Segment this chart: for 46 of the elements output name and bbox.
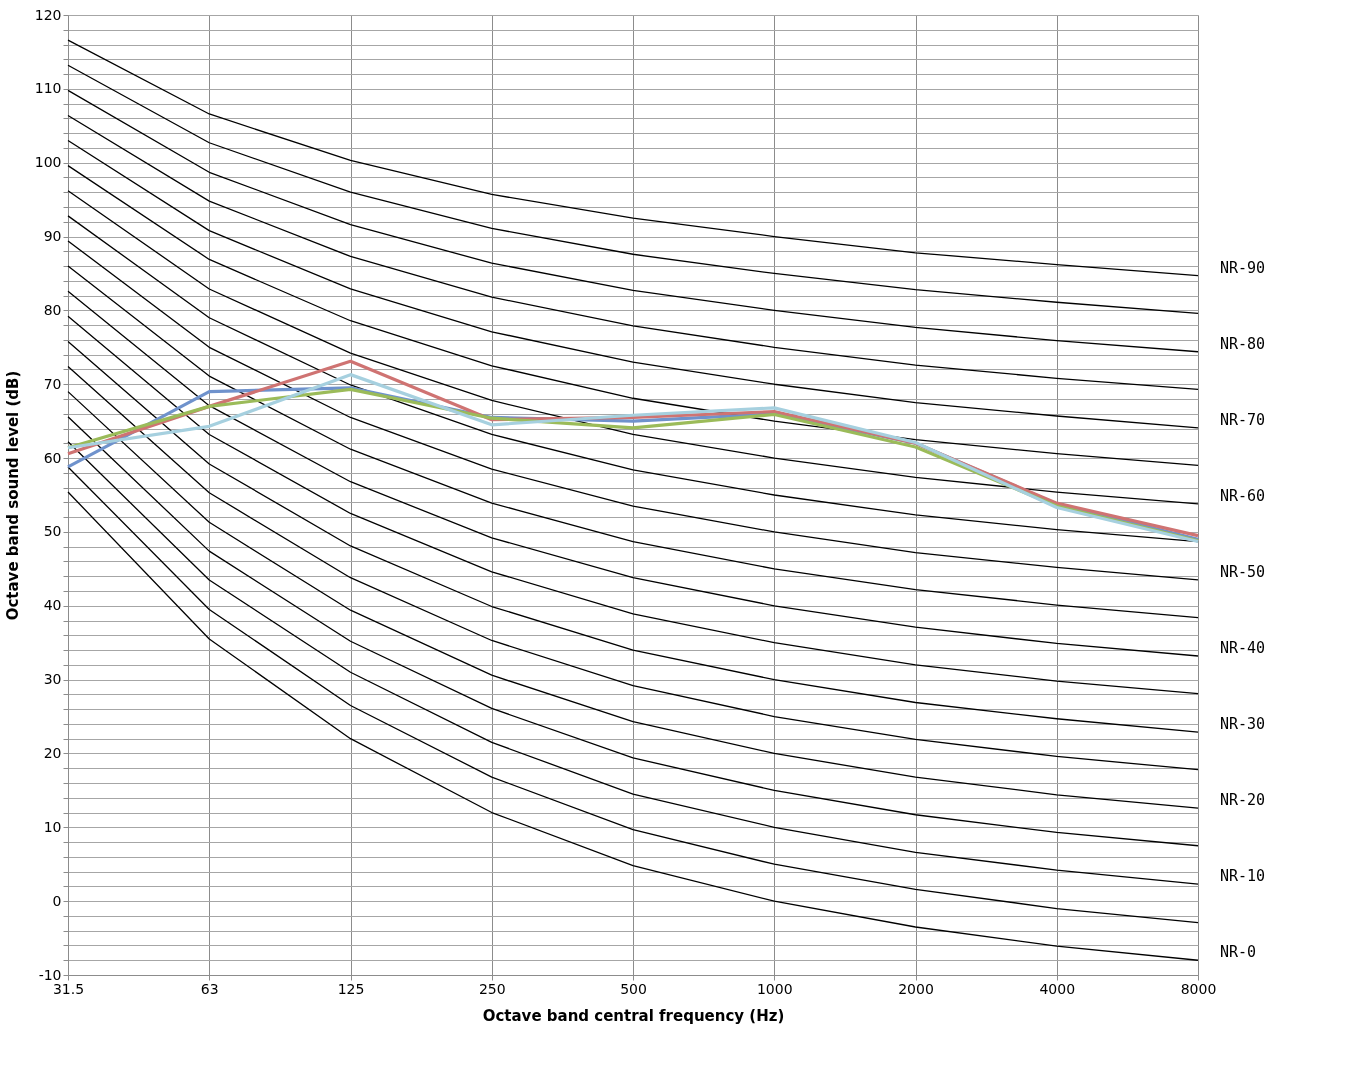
series-label: NR-40 (1220, 638, 1266, 657)
line-series (67, 39, 1199, 277)
x-tick-label: 63 (200, 980, 219, 997)
y-tick-label: 0 (52, 892, 62, 909)
x-axis-title: Octave band central frequency (Hz) (482, 1006, 785, 1025)
x-tick-label: 1000 (756, 980, 793, 997)
y-axis-title: Octave band sound level (dB) (3, 370, 22, 621)
x-tick-label: 125 (337, 980, 365, 997)
y-tick-label: 50 (43, 523, 62, 540)
y-tick-label: 30 (43, 671, 62, 688)
line-series (67, 64, 1199, 314)
line-series (67, 240, 1199, 581)
line-series (67, 89, 1199, 353)
y-tick-label: 70 (43, 375, 62, 392)
x-tick-label: 31.5 (52, 980, 85, 997)
y-tick-label: 110 (34, 80, 62, 97)
line-series (67, 290, 1199, 657)
y-tick-label: -10 (38, 966, 62, 983)
x-tick-label: 4000 (1039, 980, 1076, 997)
y-tick-label: 40 (43, 597, 62, 614)
y-tick-label: 100 (34, 154, 62, 171)
y-tick-label: 20 (43, 744, 62, 761)
x-tick-label: 2000 (898, 980, 934, 997)
series-label: NR-70 (1220, 410, 1266, 429)
line-series (67, 315, 1199, 695)
series-label: NR-0 (1220, 943, 1257, 962)
line-series (67, 165, 1199, 467)
x-tick-label: 500 (620, 980, 647, 997)
line-series (67, 265, 1199, 619)
series-label: NR-50 (1220, 562, 1266, 581)
series-label: NR-60 (1220, 486, 1266, 505)
x-tick-label: 8000 (1180, 980, 1217, 997)
y-tick-label: 80 (43, 301, 62, 318)
x-tick-label: 250 (478, 980, 506, 997)
y-tick-label: 120 (34, 6, 62, 23)
y-tick-label: 60 (43, 449, 62, 466)
line-series (67, 114, 1199, 391)
series-label: NR-10 (1220, 867, 1266, 886)
line-series (67, 190, 1199, 505)
series-label: NR-20 (1220, 791, 1266, 810)
series-label: NR-80 (1220, 334, 1266, 353)
series-label: NR-90 (1220, 258, 1266, 277)
y-tick-label: 90 (43, 228, 62, 245)
y-tick-label: 10 (43, 818, 62, 835)
series-label: NR-30 (1220, 715, 1266, 734)
line-series (67, 139, 1199, 429)
